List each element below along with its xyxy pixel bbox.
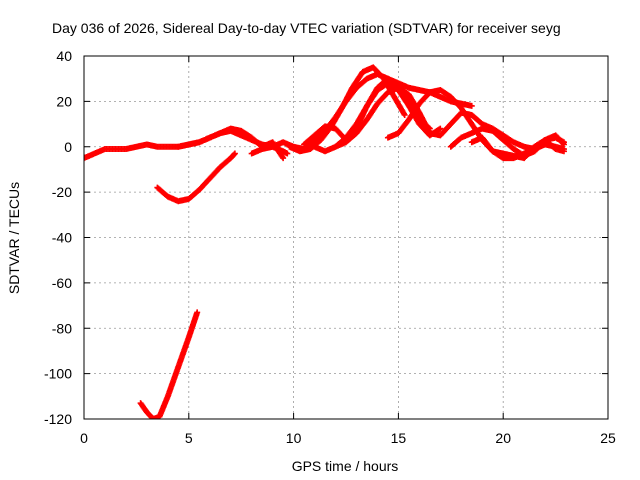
y-tick-label: -120 — [44, 411, 72, 427]
data-point-marker — [468, 102, 475, 109]
data-layer — [84, 64, 567, 419]
x-tick-label: 20 — [495, 430, 511, 446]
data-point-marker — [284, 150, 291, 157]
series-trace-2 — [154, 150, 238, 205]
x-tick-label: 15 — [391, 430, 407, 446]
y-tick-label: 0 — [64, 139, 72, 155]
data-point-marker — [560, 141, 567, 148]
series-trace-6 — [286, 64, 408, 155]
data-point-marker — [437, 125, 444, 132]
data-point-marker — [560, 148, 567, 155]
y-tick-label: 20 — [56, 93, 72, 109]
x-tick-label: 5 — [185, 430, 193, 446]
grid-layer — [84, 56, 608, 419]
data-point-marker — [560, 140, 567, 147]
x-tick-label: 10 — [286, 430, 302, 446]
y-tick-label: -20 — [52, 184, 72, 200]
data-point-marker — [150, 416, 157, 419]
series-trace-9 — [332, 84, 567, 153]
data-point-marker — [401, 111, 408, 118]
series-trace-12 — [468, 134, 567, 162]
y-tick-label: -40 — [52, 230, 72, 246]
chart-title: Day 036 of 2026, Sidereal Day-to-day VTE… — [52, 20, 561, 36]
data-point-marker — [280, 155, 287, 162]
y-tick-label: -80 — [52, 320, 72, 336]
tick-layer: 0 5 10 15 20 25 40 20 0 -20 -40 -60 -80 -100 -120 — [44, 48, 616, 446]
data-point-marker — [231, 151, 238, 158]
data-point-marker — [231, 150, 238, 157]
y-tick-label: -100 — [44, 366, 72, 382]
y-tick-label: 40 — [56, 48, 72, 64]
y-tick-label: -60 — [52, 275, 72, 291]
data-point-marker — [194, 309, 201, 316]
x-tick-label: 0 — [80, 430, 88, 446]
x-axis-label: GPS time / hours — [292, 458, 399, 474]
y-axis-label: SDTVAR / TECUs — [6, 182, 22, 294]
series-trace-3 — [137, 309, 201, 419]
x-tick-label: 25 — [600, 430, 616, 446]
